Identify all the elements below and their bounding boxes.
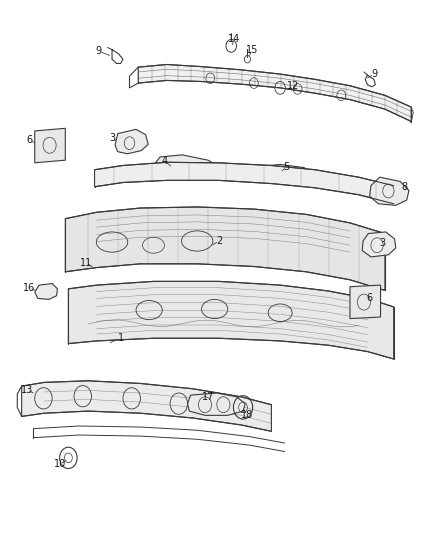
Bar bbox=[41, 287, 50, 294]
Polygon shape bbox=[153, 155, 219, 180]
Text: 10: 10 bbox=[53, 459, 66, 469]
Polygon shape bbox=[362, 232, 396, 257]
Text: 5: 5 bbox=[283, 161, 290, 172]
Text: 18: 18 bbox=[241, 410, 254, 421]
Text: 9: 9 bbox=[371, 69, 377, 79]
Polygon shape bbox=[35, 284, 57, 300]
Polygon shape bbox=[256, 165, 314, 184]
Text: 9: 9 bbox=[96, 46, 102, 56]
Polygon shape bbox=[21, 381, 272, 431]
Text: 13: 13 bbox=[21, 385, 33, 395]
Polygon shape bbox=[350, 285, 381, 319]
Text: 17: 17 bbox=[202, 392, 214, 402]
Text: 16: 16 bbox=[23, 283, 35, 293]
Text: 14: 14 bbox=[228, 34, 240, 44]
Polygon shape bbox=[187, 393, 245, 415]
Text: 1: 1 bbox=[118, 333, 124, 343]
Text: 11: 11 bbox=[80, 258, 92, 268]
Text: 6: 6 bbox=[367, 293, 373, 303]
Text: 4: 4 bbox=[161, 156, 167, 166]
Bar bbox=[118, 141, 127, 151]
Polygon shape bbox=[115, 130, 148, 154]
Polygon shape bbox=[138, 64, 411, 122]
Bar bbox=[197, 403, 226, 413]
Polygon shape bbox=[65, 207, 385, 290]
Text: 6: 6 bbox=[26, 135, 32, 145]
Text: 3: 3 bbox=[380, 238, 386, 247]
Polygon shape bbox=[370, 177, 409, 205]
Text: 8: 8 bbox=[402, 182, 408, 192]
Text: 2: 2 bbox=[216, 236, 222, 246]
Polygon shape bbox=[68, 281, 394, 359]
Polygon shape bbox=[35, 128, 65, 163]
Text: 15: 15 bbox=[246, 45, 258, 54]
Text: 3: 3 bbox=[109, 133, 115, 143]
Polygon shape bbox=[95, 163, 394, 204]
Text: 12: 12 bbox=[287, 81, 300, 91]
